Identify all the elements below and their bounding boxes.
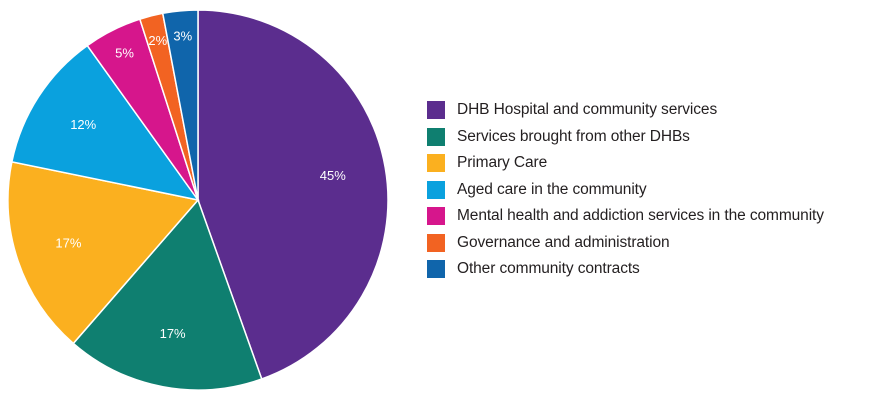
legend-label: Governance and administration [457,233,670,251]
legend-swatch [427,233,445,252]
pie-slice-primary-care [7,160,200,345]
legend-swatch [427,180,445,199]
pie-slice-dhb-hospital-and-community-services [197,9,389,380]
legend-label: DHB Hospital and community services [457,101,718,119]
legend-label: Primary Care [457,154,548,172]
chart-legend: DHB Hospital and community services Servi… [427,97,889,283]
slice-value-label-aged-care-in-the-community: 12% [70,117,96,132]
legend-item-aged-care-in-the-community: Aged care in the community [427,177,889,204]
slice-value-label-governance-and-administration: 2% [148,33,167,48]
legend-label: Aged care in the community [457,180,647,198]
legend-item-mental-health-and-addiction-services-in-the-community: Mental health and addiction services in … [427,203,889,230]
legend-item-dhb-hospital-and-community-services: DHB Hospital and community services [427,97,889,124]
slice-value-label-other-community-contracts: 3% [173,29,192,44]
slice-value-label-mental-health-and-addiction-services-in-the-community: 5% [115,46,134,61]
legend-label: Services brought from other DHBs [457,127,690,145]
pie-slice-other-community-contracts [161,9,199,201]
legend-swatch [427,101,445,120]
legend-label: Mental health and addiction services in … [457,207,824,225]
slice-value-label-dhb-hospital-and-community-services: 45% [320,168,346,183]
legend-swatch [427,207,445,226]
legend-label: Other community contracts [457,260,640,278]
legend-item-services-brought-from-other-dhbs: Services brought from other DHBs [427,124,889,151]
legend-item-governance-and-administration: Governance and administration [427,230,889,257]
pie-slice-aged-care-in-the-community [10,44,200,202]
legend-item-other-community-contracts: Other community contracts [427,256,889,283]
legend-swatch [427,154,445,173]
pie-slice-services-brought-from-other-dhbs [72,198,263,391]
legend-swatch [427,127,445,146]
slice-value-label-services-brought-from-other-dhbs: 17% [160,326,186,341]
slice-value-label-primary-care: 17% [55,235,81,250]
legend-swatch [427,260,445,279]
legend-item-primary-care: Primary Care [427,150,889,177]
